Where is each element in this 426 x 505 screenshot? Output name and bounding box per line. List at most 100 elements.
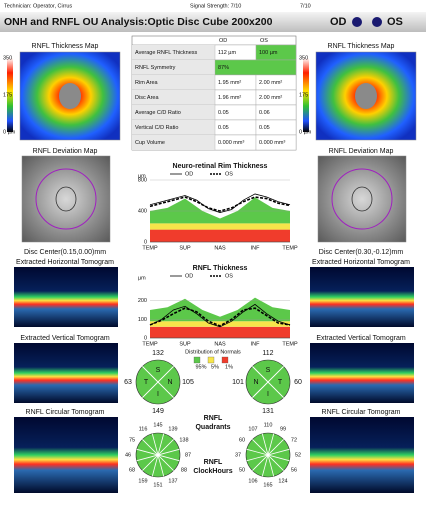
clock-value: 151 [153, 482, 162, 488]
tomogram [310, 343, 414, 403]
normals-level: 5% [211, 364, 219, 370]
table-value: 0.000 mm³ [218, 140, 244, 146]
tomogram-title: Extracted Vertical Tomogram [20, 335, 110, 342]
clock-value: 124 [278, 478, 287, 484]
clock-value: 68 [129, 467, 135, 473]
scale-label: 175 [3, 92, 12, 98]
clock-value: 87 [185, 452, 191, 458]
tomogram [14, 267, 118, 327]
tomogram-title: Extracted Vertical Tomogram [316, 335, 406, 342]
clock-value: 165 [263, 482, 272, 488]
row-label-cell [132, 120, 215, 135]
section-title: RNFL [204, 415, 223, 422]
x-tick-label: NAS [214, 341, 226, 347]
scale-bar [303, 58, 309, 132]
x-tick-label: TEMP [282, 341, 298, 347]
deviation-map [21, 155, 111, 243]
y-tick-label: 100 [138, 317, 147, 323]
y-tick-label: 400 [138, 208, 147, 214]
table-label: Average C/D Ratio [135, 110, 181, 116]
quadrant-value: 63 [124, 379, 132, 386]
y-tick-label: 0 [144, 239, 147, 245]
quadrant-letter: S [266, 367, 271, 374]
legend-label: OD [185, 171, 193, 177]
table-value: 0.05 [218, 110, 229, 116]
disc-outline [351, 186, 373, 212]
tomogram [310, 417, 414, 493]
map-title: RNFL Deviation Map [329, 148, 394, 155]
table-label: RNFL Symmetry [135, 65, 176, 71]
scale-label: 175 [299, 92, 308, 98]
quadrant-letter: T [278, 379, 283, 386]
y-unit: µm [138, 173, 146, 179]
quadrant-letter: S [156, 367, 161, 374]
table-value: 2.00 mm² [259, 95, 282, 101]
table-label: Vertical C/D Ratio [135, 125, 178, 131]
title-band [0, 12, 426, 32]
clock-value: 138 [179, 437, 188, 443]
table-value: 1.95 mm² [218, 80, 241, 86]
table-value: 112 µm [218, 50, 236, 56]
legend-label: OD [185, 273, 193, 279]
section-title: Quadrants [195, 424, 230, 431]
row-label-cell [132, 60, 215, 75]
row-label-cell [132, 45, 215, 60]
quadrant-value: 149 [152, 408, 164, 415]
table-value: 0.000 mm³ [259, 140, 285, 146]
od-icon [352, 17, 362, 27]
quadrant-letter: I [267, 391, 269, 398]
tomogram-title: Extracted Horizontal Tomogram [16, 259, 114, 266]
tomogram-title: Extracted Horizontal Tomogram [312, 259, 410, 266]
report-title: ONH and RNFL OU Analysis:Optic Disc Cube… [4, 16, 273, 28]
quadrant-divider [142, 366, 174, 398]
x-tick-label: SUP [179, 341, 191, 347]
clock-value: 50 [239, 467, 245, 473]
clock-value: 60 [239, 437, 245, 443]
series-line [149, 307, 291, 327]
normal-yellow [150, 223, 290, 230]
table-header: OD [219, 38, 227, 44]
table-label: Rim Area [135, 80, 159, 86]
technician: Technician: Operator, Cirrus [4, 3, 72, 9]
quadrant-value: 131 [262, 408, 274, 415]
tomogram [14, 343, 118, 403]
row-label-cell [132, 135, 215, 150]
y-tick-label: 800 [138, 177, 147, 183]
disc-center: Disc Center(0.15,0.00)mm [24, 249, 106, 256]
quadrant-value: 105 [182, 379, 194, 386]
clock-value: 99 [280, 426, 286, 432]
od-label: OD [330, 16, 347, 28]
clock-value: 116 [139, 426, 148, 432]
tomogram [310, 267, 414, 327]
quadrant-divider [252, 366, 284, 398]
table-value: 0.05 [218, 125, 229, 131]
x-tick-label: INF [251, 245, 261, 251]
clock-value: 137 [168, 478, 177, 484]
normal-green [150, 197, 290, 224]
clock-value: 37 [235, 452, 241, 458]
clock-value: 46 [125, 452, 131, 458]
normals-level: 95% [195, 364, 206, 370]
table-label: Average RNFL Thickness [135, 50, 198, 56]
table-label: Disc Area [135, 95, 159, 101]
normal-red [150, 229, 290, 242]
series-line [149, 303, 291, 328]
normal-green [150, 297, 290, 322]
clock-value: 159 [138, 478, 147, 484]
quadrant-value: 60 [294, 379, 302, 386]
clock-value: 52 [295, 452, 301, 458]
normal-red [150, 326, 290, 338]
quadrant-letter: I [157, 391, 159, 398]
x-tick-label: SUP [179, 245, 191, 251]
section-title: RNFL [204, 459, 223, 466]
clock-value: 110 [264, 422, 273, 428]
x-tick-label: TEMP [142, 245, 158, 251]
disc-center: Disc Center(0.30,-0.12)mm [319, 249, 404, 256]
disc-outline [55, 186, 77, 212]
clock-value: 145 [153, 422, 162, 428]
scale-label: 0 µm [299, 129, 312, 135]
quadrant-value: 101 [232, 379, 244, 386]
tomogram-title: RNFL Circular Tomogram [26, 409, 105, 416]
